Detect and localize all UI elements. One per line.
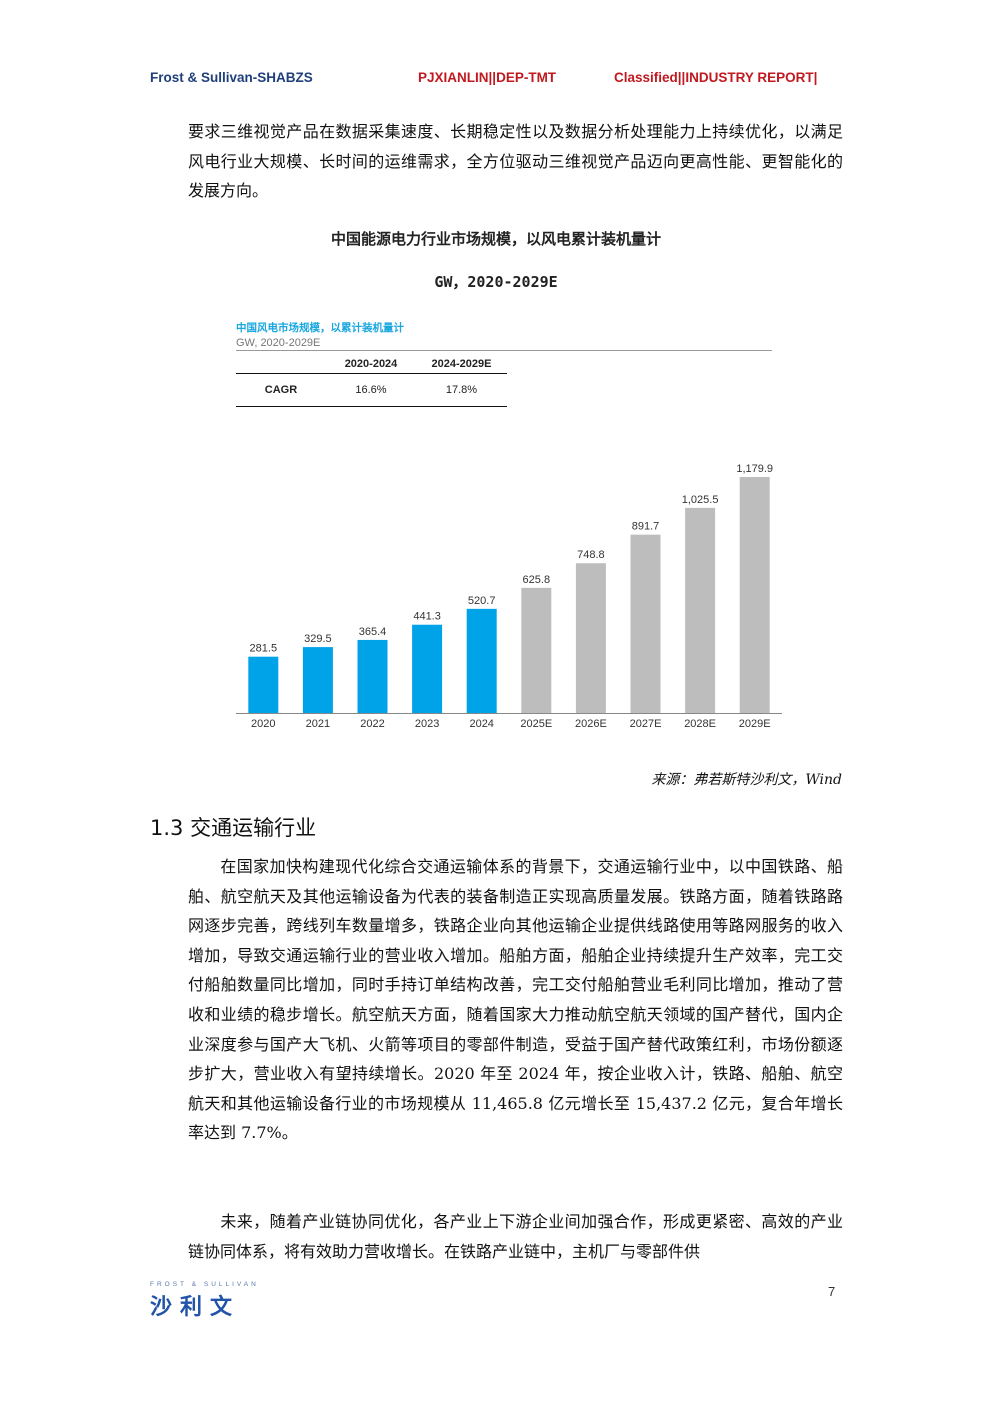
value-label-2026E: 748.8	[577, 549, 605, 561]
cagr-value-1: 16.6%	[326, 373, 416, 407]
header-classification: Classified||INDUSTRY REPORT|	[614, 70, 818, 85]
value-label-2028E: 1,025.5	[682, 494, 719, 506]
figure-title: 中国能源电力行业市场规模，以风电累计装机量计	[330, 230, 661, 248]
cagr-header-blank	[236, 355, 326, 374]
value-label-2022: 365.4	[359, 626, 387, 638]
footer-logo: FROST & SULLIVAN 沙利文	[150, 1281, 259, 1321]
bar-2027E	[630, 534, 661, 713]
section-paragraph-1-text: 在国家加快构建现代化综合交通运输体系的背景下，交通运输行业中，以中国铁路、船舶、…	[188, 857, 843, 1143]
value-label-2024: 520.7	[468, 595, 496, 607]
value-label-2027E: 891.7	[632, 521, 660, 533]
cagr-table-header-row: 2020-2024 2024-2029E	[236, 355, 507, 374]
x-tick-2025E: 2025E	[520, 718, 552, 730]
header-project: PJXIANLIN||DEP-TMT	[418, 70, 557, 85]
bar-chart: 281.5 2020 329.5 2021 365.4 2022 441.3 2023 520.…	[236, 463, 782, 730]
value-label-2023: 441.3	[413, 611, 441, 623]
x-tick-2021: 2021	[306, 718, 330, 730]
chart-title: 中国风电市场规模，以累计装机量计	[236, 322, 404, 334]
logo-english: FROST & SULLIVAN	[150, 1281, 259, 1288]
x-tick-2020: 2020	[251, 718, 275, 730]
x-tick-2029E: 2029E	[739, 718, 771, 730]
source-note: 来源：弗若斯特沙利文，Wind	[651, 772, 842, 788]
page-number: 7	[828, 1284, 836, 1299]
cagr-table: 2020-2024 2024-2029E CAGR 16.6% 17.8%	[236, 355, 507, 407]
bar-2024	[466, 608, 497, 713]
cagr-header-period-1: 2020-2024	[326, 355, 416, 374]
bar-2025E	[521, 587, 552, 713]
x-tick-2027E: 2027E	[630, 718, 662, 730]
logo-chinese: 沙利文	[150, 1295, 241, 1320]
cagr-table-row: CAGR 16.6% 17.8%	[236, 373, 507, 407]
x-tick-2026E: 2026E	[575, 718, 607, 730]
chart-header-rule	[236, 350, 772, 351]
bar-2021	[302, 647, 333, 713]
section-heading: 1.3 交通运输行业	[150, 816, 317, 840]
value-label-2029E: 1,179.9	[736, 463, 773, 475]
chart-subtitle: GW, 2020-2029E	[236, 337, 321, 349]
intro-paragraph: 要求三维视觉产品在数据采集速度、长期稳定性以及数据分析处理能力上持续优化，以满足…	[188, 122, 843, 201]
figure-subtitle: GW，2020-2029E	[434, 273, 558, 291]
section-paragraph-2: 未来，随着产业链协同优化，各产业上下游企业间加强合作，形成更紧密、高效的产业链协…	[188, 1207, 843, 1266]
section-paragraph-1: 在国家加快构建现代化综合交通运输体系的背景下，交通运输行业中，以中国铁路、船舶、…	[188, 852, 843, 1148]
bar-2026E	[575, 563, 606, 713]
cagr-row-label: CAGR	[236, 373, 326, 407]
bar-2029E	[739, 477, 770, 713]
x-tick-2028E: 2028E	[684, 718, 716, 730]
x-tick-2022: 2022	[360, 718, 384, 730]
section-paragraph-2-text: 未来，随着产业链协同优化，各产业上下游企业间加强合作，形成更紧密、高效的产业链协…	[188, 1212, 843, 1261]
value-label-2025E: 625.8	[523, 574, 551, 586]
value-label-2021: 329.5	[304, 633, 332, 645]
bar-2020	[248, 656, 279, 713]
bar-2022	[357, 639, 388, 713]
value-label-2020: 281.5	[250, 643, 278, 655]
header-company: Frost & Sullivan-SHABZS	[150, 70, 313, 85]
bar-2028E	[685, 507, 716, 713]
x-tick-2024: 2024	[469, 718, 493, 730]
bar-2023	[412, 624, 443, 713]
x-tick-2023: 2023	[415, 718, 439, 730]
cagr-header-period-2: 2024-2029E	[416, 355, 507, 374]
cagr-value-2: 17.8%	[416, 373, 507, 407]
